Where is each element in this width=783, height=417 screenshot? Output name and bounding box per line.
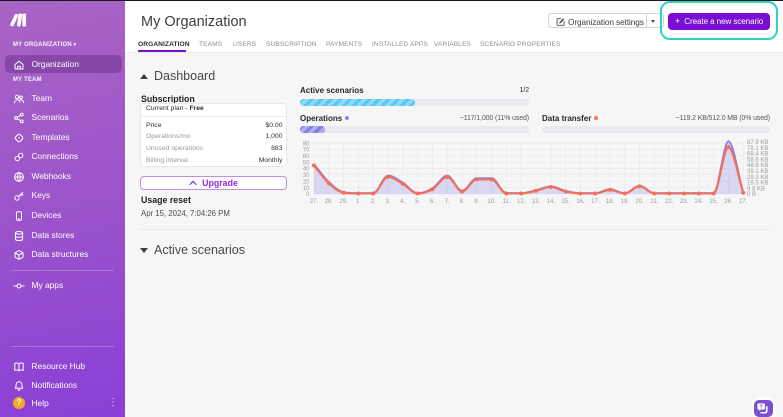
svg-text:28.: 28.: [325, 199, 334, 205]
svg-text:29.3 KB: 29.3 KB: [747, 175, 768, 181]
svg-text:19.5 KB: 19.5 KB: [747, 181, 768, 187]
svg-text:26.: 26.: [724, 199, 733, 205]
svg-text:25.: 25.: [709, 199, 718, 205]
svg-text:48.8 KB: 48.8 KB: [747, 163, 768, 169]
svg-text:10.: 10.: [487, 199, 496, 205]
svg-text:80: 80: [303, 141, 310, 147]
svg-text:20.: 20.: [635, 199, 644, 205]
svg-text:0 B: 0 B: [747, 192, 756, 198]
svg-text:7.: 7.: [445, 199, 450, 205]
svg-text:5.: 5.: [415, 199, 420, 205]
svg-text:70: 70: [303, 148, 310, 154]
svg-text:18.: 18.: [606, 199, 615, 205]
svg-text:30: 30: [303, 173, 310, 179]
svg-text:39.1 KB: 39.1 KB: [747, 169, 768, 175]
svg-text:8.: 8.: [459, 199, 464, 205]
svg-text:60: 60: [303, 154, 310, 160]
svg-text:9.8 KB: 9.8 KB: [747, 186, 765, 192]
svg-text:15.: 15.: [561, 199, 570, 205]
svg-text:13.: 13.: [532, 199, 541, 205]
svg-text:40: 40: [303, 167, 310, 173]
svg-text:12.: 12.: [517, 199, 526, 205]
svg-text:58.6 KB: 58.6 KB: [747, 157, 768, 163]
svg-text:87.9 KB: 87.9 KB: [747, 140, 768, 146]
svg-text:20: 20: [303, 179, 310, 185]
svg-text:78.1 KB: 78.1 KB: [747, 146, 768, 152]
svg-text:17.: 17.: [591, 199, 600, 205]
svg-text:27.: 27.: [739, 199, 748, 205]
svg-text:9.: 9.: [474, 199, 479, 205]
svg-text:11.: 11.: [502, 199, 510, 205]
svg-text:2.: 2.: [371, 199, 376, 205]
svg-text:3.: 3.: [385, 199, 390, 205]
svg-text:1.: 1.: [356, 199, 361, 205]
svg-text:24.: 24.: [695, 199, 704, 205]
svg-text:22.: 22.: [665, 199, 674, 205]
svg-text:19.: 19.: [621, 199, 630, 205]
svg-text:29.: 29.: [339, 199, 348, 205]
svg-text:0: 0: [306, 192, 310, 198]
svg-text:4.: 4.: [400, 199, 405, 205]
svg-text:10: 10: [303, 186, 310, 192]
svg-text:21.: 21.: [650, 199, 659, 205]
svg-text:?: ?: [759, 404, 763, 410]
svg-text:50: 50: [303, 160, 310, 166]
svg-text:6.: 6.: [430, 199, 435, 205]
svg-text:16.: 16.: [576, 199, 585, 205]
svg-text:68.4 KB: 68.4 KB: [747, 152, 768, 158]
svg-text:27.: 27.: [310, 199, 319, 205]
svg-text:14.: 14.: [547, 199, 556, 205]
svg-text:23.: 23.: [680, 199, 689, 205]
